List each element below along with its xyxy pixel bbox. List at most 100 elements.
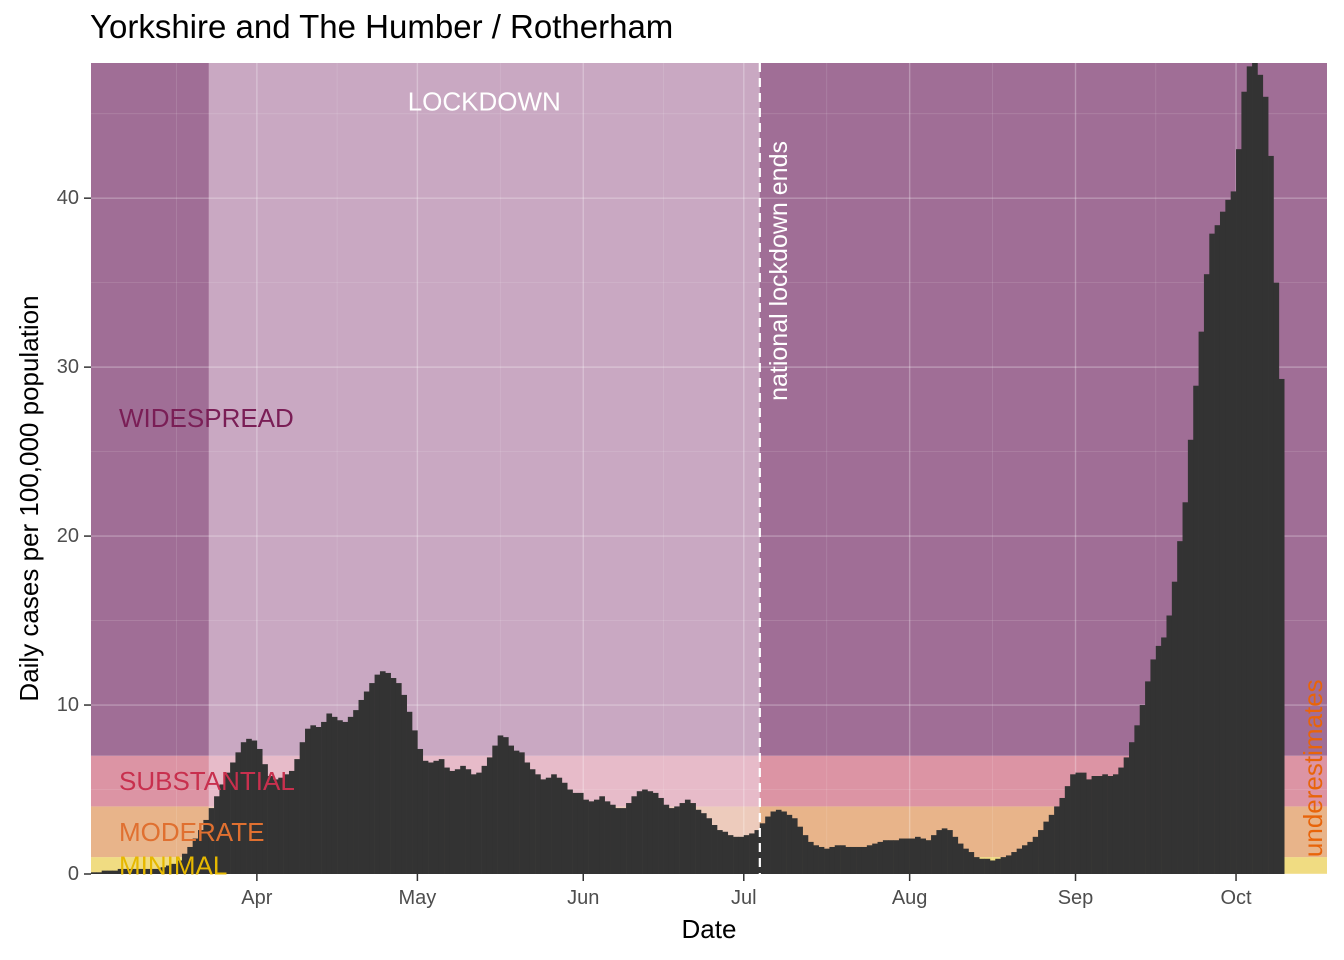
bar: [941, 828, 948, 874]
bar: [342, 721, 349, 874]
bar: [144, 868, 151, 874]
bar: [1027, 841, 1034, 874]
bar: [893, 840, 900, 874]
bar: [139, 868, 145, 874]
bar: [957, 843, 964, 874]
bar: [759, 823, 766, 874]
bars: [91, 63, 1285, 875]
bar: [593, 799, 600, 874]
bar: [460, 765, 466, 874]
bar: [1091, 776, 1098, 874]
x-axis-title: Date: [682, 914, 737, 944]
bar: [251, 740, 258, 874]
bar: [1070, 774, 1076, 874]
bar: [363, 691, 370, 874]
lockdown-region: [208, 63, 760, 874]
bar: [1236, 149, 1242, 874]
bar: [545, 777, 552, 874]
bar: [331, 716, 338, 874]
bar: [1230, 191, 1237, 875]
bar: [133, 868, 140, 874]
bar: [749, 833, 755, 874]
bar: [208, 808, 215, 874]
x-tick-label: May: [398, 887, 436, 909]
bar: [684, 799, 691, 874]
bar: [433, 760, 440, 874]
bar: [1225, 199, 1231, 874]
bar: [219, 784, 226, 874]
bar: [925, 840, 932, 874]
bar: [920, 838, 927, 874]
bar: [866, 845, 873, 874]
bar: [979, 858, 985, 874]
underestimates-label: underestimates: [1298, 679, 1328, 857]
bar: [149, 868, 156, 874]
lockdown-label: LOCKDOWN: [408, 86, 561, 116]
bar: [540, 779, 547, 874]
bar: [738, 836, 745, 874]
bar: [465, 769, 472, 874]
bar: [840, 845, 846, 874]
bar: [802, 835, 809, 874]
bar: [909, 838, 916, 874]
bar: [700, 813, 707, 874]
bar: [1219, 211, 1226, 874]
bar: [631, 796, 638, 874]
bar: [1161, 637, 1167, 874]
bar: [155, 868, 161, 874]
bar: [1112, 774, 1119, 874]
y-tick-label: 0: [68, 863, 79, 885]
bar: [1075, 772, 1082, 874]
bar: [519, 752, 525, 874]
bar: [1107, 776, 1114, 874]
bar: [1177, 541, 1183, 874]
bar: [240, 742, 247, 874]
bar: [551, 774, 557, 874]
bar: [850, 846, 857, 874]
bar: [390, 678, 397, 874]
bar: [406, 711, 413, 874]
bar: [374, 674, 381, 874]
bar: [256, 748, 263, 874]
bar: [824, 848, 830, 874]
bar: [936, 830, 943, 874]
bar: [706, 818, 712, 874]
bar: [524, 762, 531, 874]
bar: [1080, 772, 1087, 874]
bar: [1064, 786, 1071, 874]
bar: [620, 808, 627, 874]
bar: [128, 868, 135, 874]
bar: [856, 846, 862, 874]
bar: [454, 769, 461, 874]
bar: [829, 846, 836, 874]
bar: [347, 716, 354, 874]
bar: [101, 870, 108, 874]
bar: [272, 779, 279, 874]
bar: [181, 853, 188, 874]
bar: [711, 825, 718, 874]
bar: [1145, 681, 1151, 874]
bar: [230, 762, 236, 874]
bar: [1198, 331, 1205, 874]
bar: [807, 841, 814, 874]
bar: [647, 791, 654, 874]
annotations: national lockdown ends LOCKDOWN MINIMAL MOD…: [119, 63, 1328, 881]
bar: [117, 868, 124, 874]
bar: [305, 728, 311, 874]
bar: [727, 835, 734, 874]
bar: [1032, 836, 1039, 874]
band-label-minimal: MINIMAL: [119, 851, 227, 881]
bar: [214, 796, 220, 874]
bar: [615, 808, 622, 874]
bar: [968, 852, 975, 874]
x-tick-label: Jun: [567, 887, 599, 909]
bar: [898, 838, 905, 874]
bar: [1059, 797, 1066, 874]
bar: [1203, 274, 1210, 875]
bar: [845, 846, 852, 874]
bar: [422, 760, 429, 874]
bar: [1155, 645, 1162, 874]
bar: [599, 796, 605, 874]
bar: [358, 699, 365, 874]
bar: [989, 860, 996, 874]
